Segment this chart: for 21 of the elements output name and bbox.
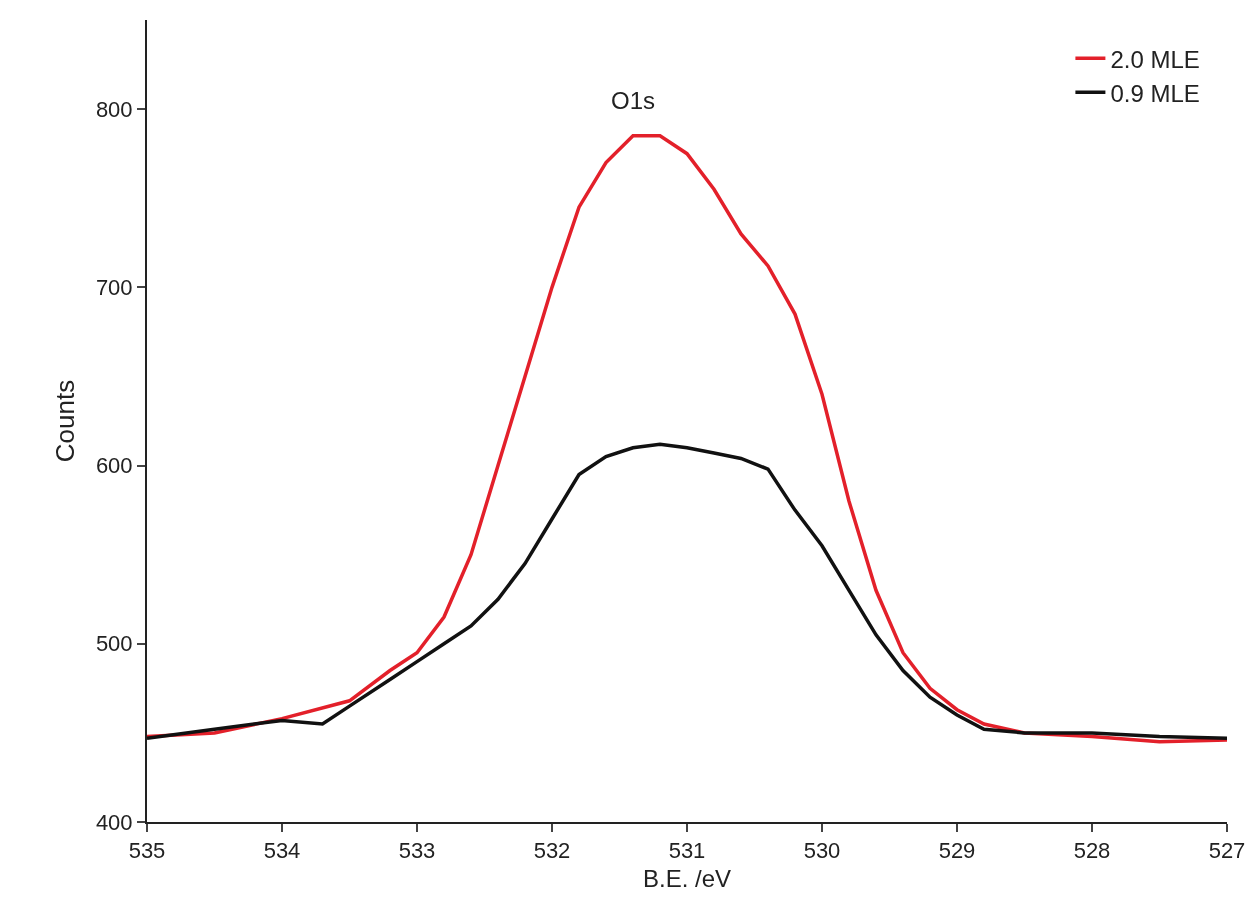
line-series (147, 134, 1227, 744)
line-series (147, 442, 1227, 740)
x-tick-label: 531 (668, 838, 706, 864)
x-tick-label: 533 (398, 838, 436, 864)
x-tick-label: 535 (128, 838, 166, 864)
x-tick-label: 530 (803, 838, 841, 864)
y-tick-label: 700 (95, 275, 133, 301)
y-tick-label: 500 (95, 631, 133, 657)
x-axis-title: B.E. /eV (642, 865, 732, 893)
y-tick-label: 600 (95, 453, 133, 479)
x-tick-label: 529 (938, 838, 976, 864)
y-axis-title: Counts (49, 379, 80, 463)
legend-label: 0.9 MLE (1110, 79, 1200, 107)
x-tick-label: 528 (1073, 838, 1111, 864)
x-tick-label: 534 (263, 838, 301, 864)
x-tick-label: 532 (533, 838, 571, 864)
legend-label: 2.0 MLE (1110, 45, 1200, 73)
x-tick-label: 527 (1208, 838, 1246, 864)
y-tick-label: 400 (95, 809, 133, 835)
y-tick-label: 800 (95, 96, 133, 122)
annotation: O1s (611, 87, 656, 114)
